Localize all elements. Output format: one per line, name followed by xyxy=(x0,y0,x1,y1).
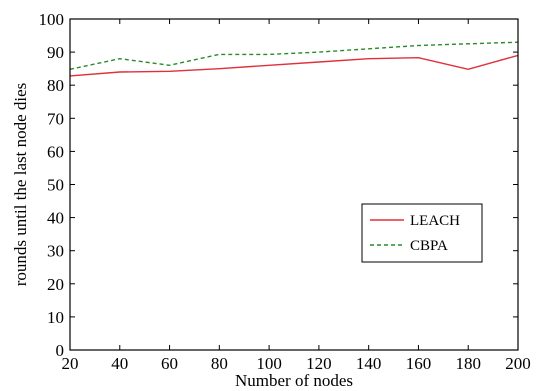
legend-label-cbpa: CBPA xyxy=(410,238,448,254)
legend: LEACH CBPA xyxy=(361,203,483,263)
y-tick-label: 30 xyxy=(47,242,64,261)
series-line-leach xyxy=(69,54,519,77)
y-tick-label: 10 xyxy=(47,308,64,327)
legend-box xyxy=(361,203,483,263)
y-tick-label: 70 xyxy=(47,109,64,128)
x-tick-label: 200 xyxy=(505,354,531,373)
axis-ticks: 0 10 20 30 40 50 60 70 80 90 100 20 40 60 80 100 120 140 1… xyxy=(39,10,531,373)
x-tick-label: 100 xyxy=(256,354,282,373)
axes-frame xyxy=(69,18,519,351)
x-tick-label: 160 xyxy=(406,354,432,373)
legend-label-leach: LEACH xyxy=(410,213,460,229)
y-tick-label: 90 xyxy=(47,43,64,62)
x-tick-label: 40 xyxy=(111,354,128,373)
series-line-cbpa xyxy=(69,41,519,70)
y-axis-label: rounds until the last node dies xyxy=(11,83,30,287)
x-axis-label: Number of nodes xyxy=(235,371,353,390)
x-tick-label: 20 xyxy=(62,354,79,373)
y-tick-label: 60 xyxy=(47,142,64,161)
y-tick-label: 80 xyxy=(47,76,64,95)
x-tick-label: 180 xyxy=(455,354,481,373)
y-tick-label: 100 xyxy=(39,10,65,29)
x-tick-label: 80 xyxy=(211,354,228,373)
x-tick-label: 140 xyxy=(356,354,382,373)
y-tick-label: 0 xyxy=(56,341,65,360)
y-tick-label: 20 xyxy=(47,275,64,294)
x-tick-label: 60 xyxy=(161,354,178,373)
series-lines xyxy=(69,41,519,77)
y-tick-label: 50 xyxy=(47,176,64,195)
y-tick-label: 40 xyxy=(47,209,64,228)
x-tick-label: 120 xyxy=(306,354,332,373)
